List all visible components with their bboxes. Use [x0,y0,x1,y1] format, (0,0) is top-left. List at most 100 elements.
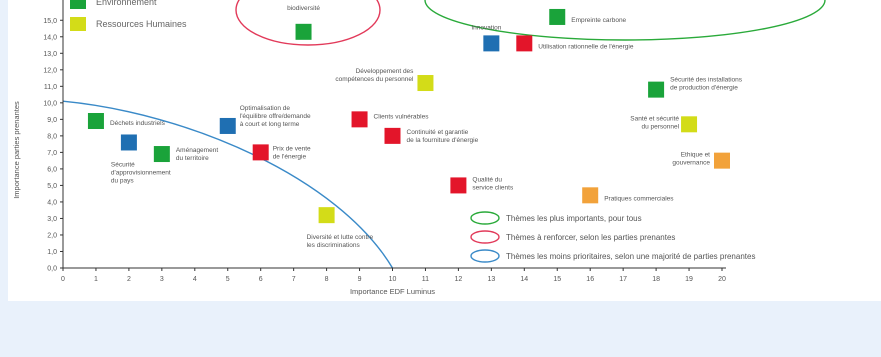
data-point-marker [153,146,170,163]
legends: Environnement Ressources Humaines Thèmes l… [70,0,755,263]
data-point-label: Qualité du [472,176,502,183]
legend-zone-swatch [470,230,500,244]
y-tick-label: 15,0 [43,18,57,25]
x-tick-label: 20 [718,276,726,283]
legend-category-swatch [70,17,86,31]
data-point-marker [120,134,137,151]
x-tick-label: 16 [586,276,594,283]
x-tick-label: 8 [325,276,329,283]
data-point-marker [351,111,368,128]
x-tick-label: 1 [94,276,98,283]
x-tick-label: 7 [292,276,296,283]
data-point-marker [714,152,730,169]
y-tick-label: 7,0 [47,150,57,157]
x-tick-label: 9 [358,276,362,283]
y-tick-label: 14,0 [43,34,57,41]
chart-panel: 0 1 2 3 4 5 6 7 8 9 10 11 12 13 14 15 16 17 18 19 20 0,0 1,0 2,… [8,0,881,301]
y-tick-label: 1,0 [47,249,57,256]
data-point-label: à court et long terme [240,121,300,128]
x-tick-label: 6 [259,276,263,283]
materiality-matrix-chart: 0 1 2 3 4 5 6 7 8 9 10 11 12 13 14 15 16 17 18 19 200,01,02,… [12,0,826,296]
data-point-label: biodiversité [287,5,320,12]
data-point-marker [417,75,434,92]
data-point-label: Aménagement [176,147,218,154]
data-point-label: Continuité et garantie [407,129,469,136]
x-tick-label: 10 [389,276,397,283]
legend-zone-label: Thèmes les moins prioritaires, selon une… [506,252,755,261]
legend-zone-label: Thèmes les plus importants, pour tous [506,214,642,223]
data-points: biodiversité Empreinte carbone Innovation U… [87,5,743,249]
data-point-label: Innovation [471,24,501,31]
data-point-label: l'équilibre offre/demande [240,113,311,120]
x-tick-label: 12 [455,276,463,283]
data-point-label: gouvernance [672,160,710,167]
data-point-label: du territoire [176,155,209,162]
x-tick-label: 0 [61,276,65,283]
x-tick-label: 19 [685,276,693,283]
data-point-marker [219,117,236,134]
data-point-marker [648,81,665,98]
x-tick-label: 11 [422,276,429,283]
y-axis-label: Importance parties prenantes [12,101,21,199]
x-tick-label: 13 [487,276,495,283]
data-point-marker [450,177,467,194]
y-tick-label: 10,0 [43,100,57,107]
x-tick-label: 5 [226,276,230,283]
data-point-label: Optimalisation de [240,105,291,112]
x-tick-label: 4 [193,276,197,283]
data-point-label: du pays [111,177,135,184]
legend-category-label: Environnement [96,0,157,7]
data-point-label: Pratiques commerciales [604,195,674,202]
legend-zone-swatch [470,249,500,263]
data-point-label: compétences du personnel [335,76,414,83]
y-tick-label: 9,0 [47,117,57,124]
data-point-marker [681,116,698,133]
x-tick-label: 17 [619,276,627,283]
data-point-marker [516,35,533,52]
data-point-label: Sécurité des installations [670,77,743,84]
data-point-label: Déchets industriels [110,120,166,127]
y-tick-label: 4,0 [47,199,57,206]
y-tick-label: 13,0 [43,51,57,58]
x-tick-label: 14 [520,276,528,283]
data-point-label: Santé et sécurité [630,115,679,122]
data-point-label: d'approvisionnement [111,169,171,176]
x-tick-label: 2 [127,276,131,283]
y-tick-label: 0,0 [47,266,57,273]
y-tick-label: 2,0 [47,232,57,239]
zone-outline-plus-importants [424,0,826,41]
data-point-marker [318,207,335,224]
data-point-label: service clients [472,184,514,191]
data-point-marker [483,35,500,52]
data-point-marker [384,127,401,144]
data-point-label: Utilisation rationnelle de l'énergie [538,43,634,50]
data-point-label: Empreinte carbone [571,17,626,24]
data-point-label: de production d'énergie [670,85,738,92]
data-point-label: de la fourniture d'énergie [407,137,479,144]
x-axis-label: Importance EDF Luminus [350,287,435,296]
x-tick-label: 3 [160,276,164,283]
data-point-label: Prix de vente [273,145,311,152]
y-tick-label: 11,0 [44,84,57,91]
data-point-label: les discriminations [307,242,361,249]
legend-zone-label: Thèmes à renforcer, selon les parties pr… [506,233,675,242]
y-tick-label: 6,0 [47,166,57,173]
data-point-label: Sécurité [111,161,135,168]
legend-category-swatch [70,0,86,9]
legend-zone-swatch [470,211,500,225]
y-tick-label: 3,0 [47,216,57,223]
data-point-label: Ethique et [681,152,710,159]
x-tick-label: 18 [652,276,660,283]
data-point-marker [582,187,599,204]
y-tick-label: 5,0 [47,183,57,190]
axes: 0 1 2 3 4 5 6 7 8 9 10 11 12 13 14 15 16 17 18 19 200,01,02,… [12,0,726,296]
data-point-label: Clients vulnérables [374,113,430,120]
y-tick-label: 12,0 [43,67,57,74]
data-point-label: de l'énergie [273,153,307,160]
data-point-label: Diversité et lutte contre [307,234,374,241]
data-point-marker [295,23,312,40]
zone-outline-renforcer [235,0,381,46]
legend-category-label: Ressources Humaines [96,19,187,29]
y-tick-label: 8,0 [47,133,57,140]
data-point-marker [87,113,104,130]
